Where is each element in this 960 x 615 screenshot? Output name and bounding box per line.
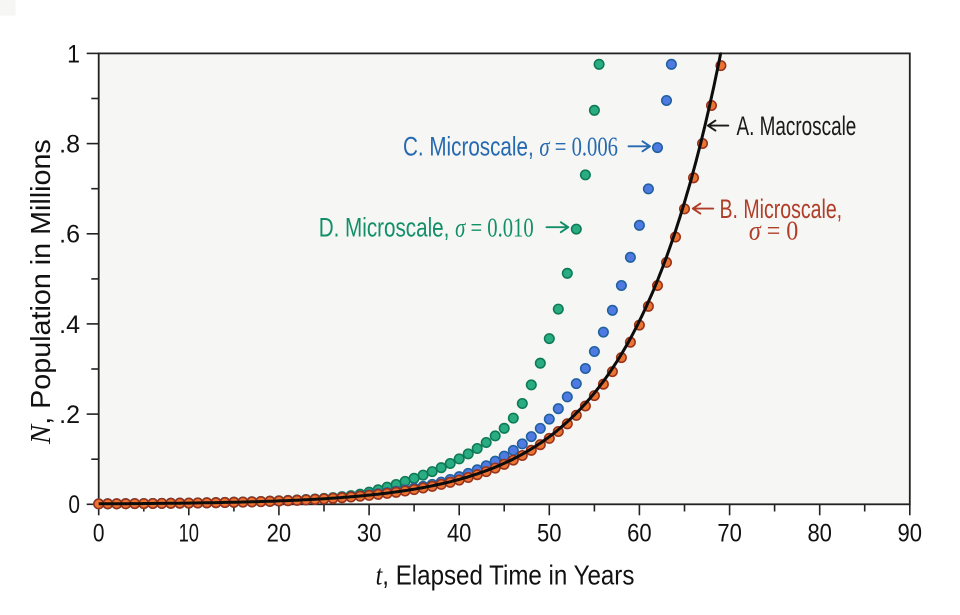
svg-text:70: 70: [717, 520, 742, 548]
svg-text:N, Population in Millions: N, Population in Millions: [25, 139, 57, 445]
svg-text:50: 50: [537, 520, 562, 548]
svg-text:A. Macroscale: A. Macroscale: [737, 111, 857, 141]
svg-text:20: 20: [267, 520, 292, 548]
svg-text:.8: .8: [59, 131, 80, 159]
svg-text:90: 90: [898, 520, 923, 548]
svg-text:30: 30: [357, 520, 382, 548]
svg-text:0: 0: [93, 520, 105, 548]
svg-text:60: 60: [627, 520, 652, 548]
svg-text:t, Elapsed Time in Years: t, Elapsed Time in Years: [376, 560, 635, 592]
svg-text:10: 10: [179, 520, 199, 548]
svg-text:40: 40: [447, 520, 472, 548]
svg-text:80: 80: [807, 520, 832, 548]
svg-text:0: 0: [68, 491, 80, 519]
svg-text:.4: .4: [59, 311, 80, 339]
svg-text:B. Microscale,: B. Microscale,: [720, 194, 843, 224]
svg-text:C. Microscale, σ = 0.006: C. Microscale, σ = 0.006: [403, 132, 618, 162]
svg-text:σ = 0: σ = 0: [749, 216, 799, 246]
svg-text:1: 1: [67, 40, 80, 68]
svg-text:D. Microscale, σ = 0.010: D. Microscale, σ = 0.010: [319, 212, 534, 242]
svg-text:.2: .2: [59, 401, 80, 429]
svg-text:.6: .6: [59, 221, 80, 249]
